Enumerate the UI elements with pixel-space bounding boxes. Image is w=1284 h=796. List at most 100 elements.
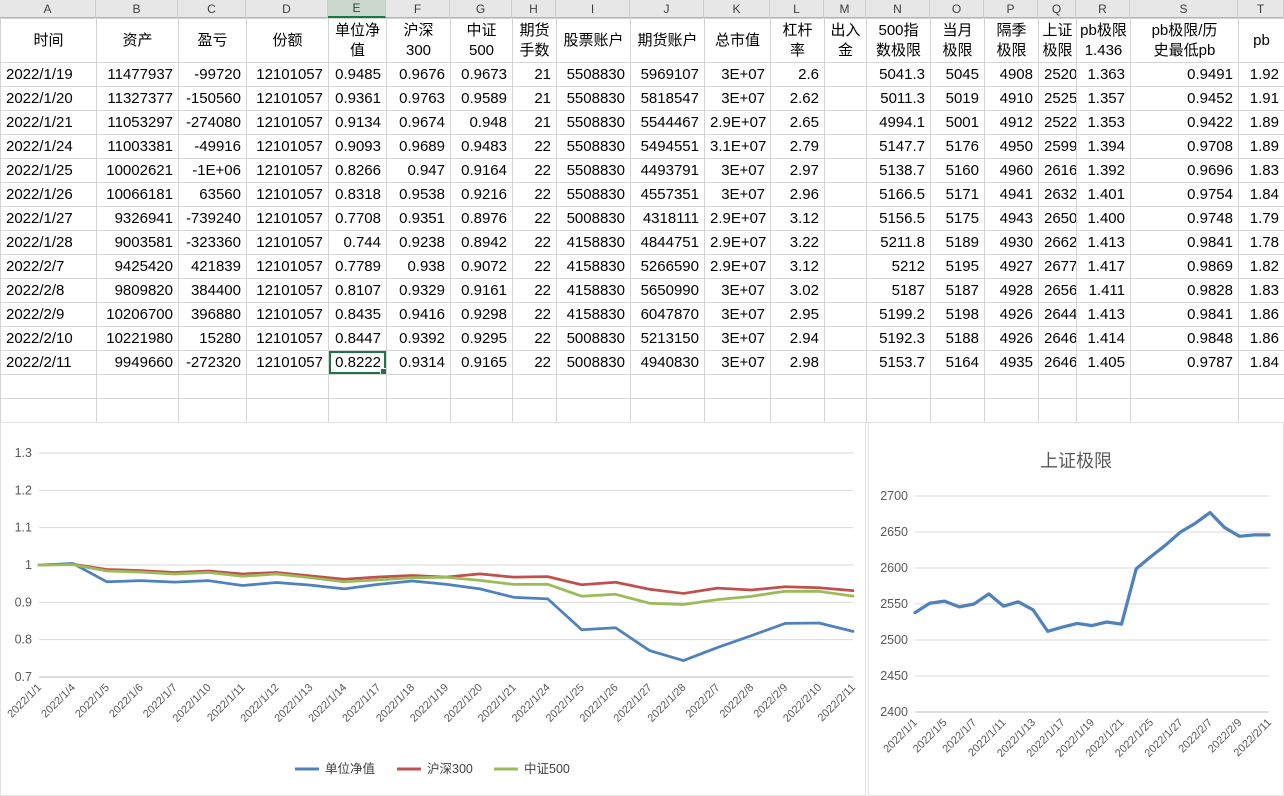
cell-E7[interactable]: 0.8318 <box>328 182 387 207</box>
cell-G12[interactable]: 0.9298 <box>450 302 513 327</box>
cell-D8[interactable]: 12101057 <box>246 206 329 231</box>
header-cell-F[interactable]: 沪深 300 <box>386 18 451 63</box>
cell-M13[interactable] <box>824 326 867 351</box>
cell-D14[interactable]: 12101057 <box>246 350 329 375</box>
cell-M6[interactable] <box>824 158 867 183</box>
cell-O3[interactable]: 5019 <box>930 86 985 111</box>
cell-Q8[interactable]: 2650 <box>1038 206 1077 231</box>
cell-M5[interactable] <box>824 134 867 159</box>
cell-P14[interactable]: 4935 <box>984 350 1039 375</box>
cell-I12[interactable]: 4158830 <box>556 302 631 327</box>
cell-T11[interactable]: 1.83 <box>1238 278 1284 303</box>
cell-A4[interactable]: 2022/1/21 <box>0 110 97 135</box>
cell-R13[interactable]: 1.414 <box>1076 326 1131 351</box>
cell-L11[interactable]: 3.02 <box>770 278 825 303</box>
cell-D13[interactable]: 12101057 <box>246 326 329 351</box>
cell-T8[interactable]: 1.79 <box>1238 206 1284 231</box>
cell-K5[interactable]: 3.1E+07 <box>704 134 771 159</box>
cell-M9[interactable] <box>824 230 867 255</box>
cell-P10[interactable]: 4927 <box>984 254 1039 279</box>
cell-K11[interactable]: 3E+07 <box>704 278 771 303</box>
cell-Q13[interactable]: 2646 <box>1038 326 1077 351</box>
cell-O10[interactable]: 5195 <box>930 254 985 279</box>
shanghai-limit-chart[interactable]: 2400 2450 2500 2550 2600 2650 2700 2022/1/1 2022… <box>868 422 1284 796</box>
empty-cell[interactable] <box>866 374 931 399</box>
column-header-A[interactable]: A <box>0 0 96 18</box>
cell-L2[interactable]: 2.6 <box>770 62 825 87</box>
empty-cell[interactable] <box>328 398 387 423</box>
cell-T9[interactable]: 1.78 <box>1238 230 1284 255</box>
header-cell-H[interactable]: 期货 手数 <box>512 18 557 63</box>
column-header-S[interactable]: S <box>1130 0 1238 18</box>
cell-O8[interactable]: 5175 <box>930 206 985 231</box>
cell-S13[interactable]: 0.9848 <box>1130 326 1239 351</box>
cell-A5[interactable]: 2022/1/24 <box>0 134 97 159</box>
cell-G14[interactable]: 0.9165 <box>450 350 513 375</box>
empty-cell[interactable] <box>450 374 513 399</box>
cell-E9[interactable]: 0.744 <box>328 230 387 255</box>
empty-cell[interactable] <box>930 398 985 423</box>
cell-I6[interactable]: 5508830 <box>556 158 631 183</box>
cell-L7[interactable]: 2.96 <box>770 182 825 207</box>
cell-L4[interactable]: 2.65 <box>770 110 825 135</box>
empty-cell[interactable] <box>178 374 247 399</box>
cell-J7[interactable]: 4557351 <box>630 182 705 207</box>
cell-S2[interactable]: 0.9491 <box>1130 62 1239 87</box>
cell-J6[interactable]: 4493791 <box>630 158 705 183</box>
cell-R3[interactable]: 1.357 <box>1076 86 1131 111</box>
cell-P2[interactable]: 4908 <box>984 62 1039 87</box>
cell-C8[interactable]: -739240 <box>178 206 247 231</box>
cell-G10[interactable]: 0.9072 <box>450 254 513 279</box>
cell-N8[interactable]: 5156.5 <box>866 206 931 231</box>
cell-F6[interactable]: 0.947 <box>386 158 451 183</box>
cell-F3[interactable]: 0.9763 <box>386 86 451 111</box>
cell-J4[interactable]: 5544467 <box>630 110 705 135</box>
cell-T3[interactable]: 1.91 <box>1238 86 1284 111</box>
cell-R7[interactable]: 1.401 <box>1076 182 1131 207</box>
cell-P4[interactable]: 4912 <box>984 110 1039 135</box>
cell-M4[interactable] <box>824 110 867 135</box>
cell-C2[interactable]: -99720 <box>178 62 247 87</box>
cell-H8[interactable]: 22 <box>512 206 557 231</box>
cell-R4[interactable]: 1.353 <box>1076 110 1131 135</box>
empty-cell[interactable] <box>704 398 771 423</box>
cell-A3[interactable]: 2022/1/20 <box>0 86 97 111</box>
cell-A12[interactable]: 2022/2/9 <box>0 302 97 327</box>
cell-O4[interactable]: 5001 <box>930 110 985 135</box>
cell-A14[interactable]: 2022/2/11 <box>0 350 97 375</box>
cell-A8[interactable]: 2022/1/27 <box>0 206 97 231</box>
column-header-T[interactable]: T <box>1238 0 1284 18</box>
cell-G9[interactable]: 0.8942 <box>450 230 513 255</box>
empty-cell[interactable] <box>984 374 1039 399</box>
cell-N7[interactable]: 5166.5 <box>866 182 931 207</box>
empty-cell[interactable] <box>246 374 329 399</box>
cell-S3[interactable]: 0.9452 <box>1130 86 1239 111</box>
cell-R5[interactable]: 1.394 <box>1076 134 1131 159</box>
cell-L9[interactable]: 3.22 <box>770 230 825 255</box>
cell-J11[interactable]: 5650990 <box>630 278 705 303</box>
cell-R10[interactable]: 1.417 <box>1076 254 1131 279</box>
cell-G5[interactable]: 0.9483 <box>450 134 513 159</box>
header-cell-J[interactable]: 期货账户 <box>630 18 705 63</box>
cell-A9[interactable]: 2022/1/28 <box>0 230 97 255</box>
cell-E11[interactable]: 0.8107 <box>328 278 387 303</box>
empty-cell[interactable] <box>1038 398 1077 423</box>
cell-K10[interactable]: 2.9E+07 <box>704 254 771 279</box>
empty-cell[interactable] <box>630 374 705 399</box>
cell-D11[interactable]: 12101057 <box>246 278 329 303</box>
cell-R2[interactable]: 1.363 <box>1076 62 1131 87</box>
header-cell-M[interactable]: 出入 金 <box>824 18 867 63</box>
header-cell-K[interactable]: 总市值 <box>704 18 771 63</box>
cell-Q4[interactable]: 2522 <box>1038 110 1077 135</box>
cell-O5[interactable]: 5176 <box>930 134 985 159</box>
cell-T2[interactable]: 1.92 <box>1238 62 1284 87</box>
cell-D12[interactable]: 12101057 <box>246 302 329 327</box>
cell-F10[interactable]: 0.938 <box>386 254 451 279</box>
cell-R6[interactable]: 1.392 <box>1076 158 1131 183</box>
cell-S5[interactable]: 0.9708 <box>1130 134 1239 159</box>
cell-O13[interactable]: 5188 <box>930 326 985 351</box>
cell-B12[interactable]: 10206700 <box>96 302 179 327</box>
header-cell-O[interactable]: 当月 极限 <box>930 18 985 63</box>
empty-cell[interactable] <box>1238 374 1284 399</box>
cell-R12[interactable]: 1.413 <box>1076 302 1131 327</box>
